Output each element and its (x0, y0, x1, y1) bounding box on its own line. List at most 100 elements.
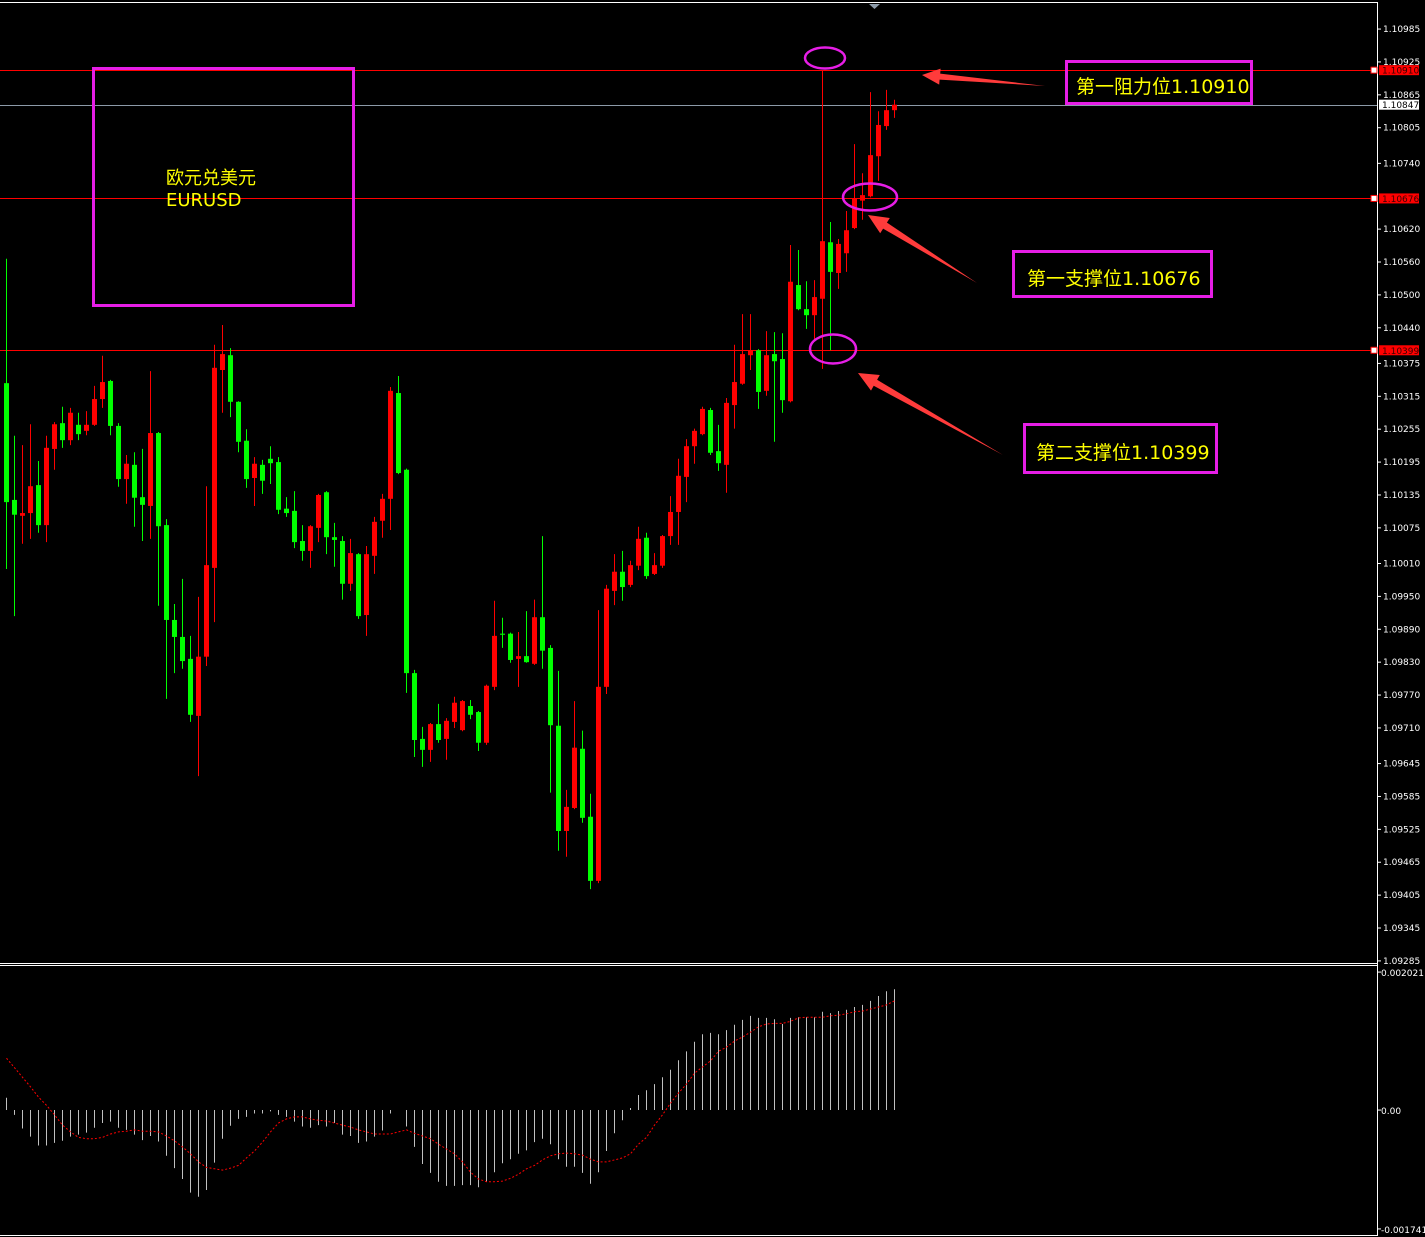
candle-body (740, 354, 745, 384)
candle-body (44, 447, 49, 526)
candle-body (860, 195, 865, 201)
candle-body (548, 647, 553, 726)
candle-body (660, 536, 665, 566)
support-2-label-box: 第二支撑位1.10399 (1023, 423, 1218, 474)
candle-body (556, 725, 561, 831)
support-2-arrow-icon (858, 373, 1003, 455)
candle-body (636, 538, 641, 566)
candle-body (268, 458, 273, 464)
candle-body (532, 617, 537, 664)
y-tick-label: 1.10195 (1383, 458, 1420, 468)
candle-body (188, 658, 193, 715)
candle-body (476, 712, 481, 743)
resistance-1-label-box: 第一阻力位1.10910 (1065, 60, 1253, 105)
candle-body (20, 513, 25, 516)
candle-body (388, 390, 393, 499)
candle-body (764, 355, 769, 391)
candle-body (36, 485, 41, 526)
y-tick-label: 1.10740 (1383, 159, 1420, 169)
y-tick-label: 1.09345 (1383, 924, 1420, 934)
y-tick-label: 1.09950 (1383, 592, 1420, 602)
candle-body (116, 425, 121, 480)
candle-body (4, 383, 9, 503)
candle-body (516, 656, 521, 659)
candle-body (76, 424, 81, 435)
candle-body (100, 382, 105, 400)
y-tick-label: 1.10010 (1383, 559, 1420, 569)
candle-body (348, 553, 353, 584)
candle-body (372, 521, 377, 556)
candle-body (788, 281, 793, 402)
resistance-1-handle (1370, 66, 1378, 74)
y-tick-label: 1.10925 (1383, 58, 1420, 68)
candle-body (220, 354, 225, 370)
candle-body (844, 230, 849, 254)
candle-body (28, 486, 33, 514)
support-2-price-label: 1.10399 (1382, 347, 1419, 357)
candle-body (84, 424, 89, 431)
candle-body (620, 571, 625, 588)
candle-body (772, 354, 777, 362)
chart-frame (0, 2, 1378, 1236)
candle-body (876, 124, 881, 157)
candle-body (508, 633, 513, 660)
candle-body (380, 498, 385, 521)
y-tick-label: 1.10440 (1383, 324, 1420, 334)
candle-body (572, 747, 577, 808)
macd-y-tick-label: 0.002021 (1381, 969, 1424, 979)
y-tick-label: 1.09405 (1383, 891, 1420, 901)
candle-body (180, 636, 185, 662)
candle-body (580, 748, 585, 818)
support-1-circle (841, 182, 899, 212)
candle-body (284, 508, 289, 514)
candle-body (852, 198, 857, 229)
candle-body (828, 242, 833, 272)
candle-body (668, 511, 673, 537)
candle-body (12, 499, 17, 515)
candle-body (588, 816, 593, 881)
candle-body (108, 380, 113, 426)
support-2-price-tag (1379, 345, 1419, 356)
candle-body (420, 738, 425, 750)
y-tick-label: 1.09710 (1383, 724, 1420, 734)
resistance-1-price-tag (1379, 65, 1419, 76)
candle-body (92, 399, 97, 425)
candle-body (412, 673, 417, 740)
y-tick-label: 1.09465 (1383, 858, 1420, 868)
support-2-circle (808, 333, 858, 365)
support-1-label: 第一支撑位1.10676 (1027, 268, 1201, 290)
support-1-handle (1370, 194, 1378, 202)
candle-body (748, 350, 753, 356)
candle-body (292, 510, 297, 543)
resistance-arrow-icon (922, 68, 1045, 86)
support-2-label: 第二支撑位1.10399 (1036, 442, 1210, 464)
candle-body (172, 619, 177, 637)
annotation-marks (803, 46, 1045, 455)
candle-body (52, 424, 57, 449)
candle-body (212, 367, 217, 568)
candle-body (708, 410, 713, 453)
support-2-handle (1370, 346, 1378, 354)
candle-body (884, 110, 889, 127)
candle-body (820, 241, 825, 299)
candle-body (700, 408, 705, 435)
y-tick-label: 1.10500 (1383, 291, 1420, 301)
y-tick-label: 1.10985 (1383, 25, 1420, 35)
candle-body (260, 464, 265, 481)
candle-body (628, 565, 633, 585)
candle-body (308, 526, 313, 551)
bid-price-tag (1379, 99, 1419, 110)
candle-body (60, 423, 65, 441)
y-tick-label: 1.09585 (1383, 792, 1420, 802)
candle-body (604, 588, 609, 687)
candle-body (676, 475, 681, 512)
y-tick-label: 1.09890 (1383, 625, 1420, 635)
candle-body (692, 430, 697, 447)
bid-price-label: 1.10847 (1382, 101, 1419, 111)
support-1-price-label: 1.10676 (1382, 195, 1419, 205)
candle-body (540, 617, 545, 651)
candle-body (68, 412, 73, 441)
candle-body (892, 104, 897, 111)
chart-shift-marker-icon[interactable] (869, 4, 880, 9)
